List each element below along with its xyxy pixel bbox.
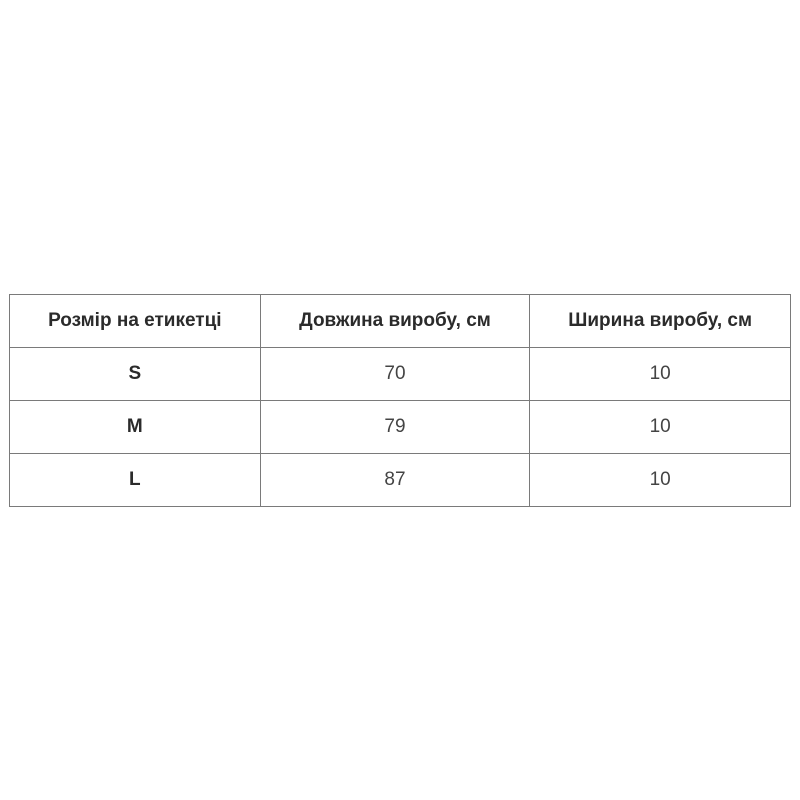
cell-size: S	[9, 347, 261, 401]
header-length: Довжина виробу, см	[259, 294, 531, 348]
size-table: Розмір на етикетці Довжина виробу, см Ши…	[9, 294, 791, 507]
cell-size: L	[9, 453, 261, 507]
table-row: L 87 10	[9, 453, 791, 507]
header-label-size: Розмір на етикетці	[9, 294, 261, 348]
header-width: Ширина виробу, см	[529, 294, 791, 348]
table-header-row: Розмір на етикетці Довжина виробу, см Ши…	[9, 294, 791, 348]
cell-width: 10	[529, 347, 791, 401]
table-row: M 79 10	[9, 400, 791, 454]
cell-size: M	[9, 400, 261, 454]
cell-width: 10	[529, 400, 791, 454]
cell-width: 10	[529, 453, 791, 507]
cell-length: 79	[259, 400, 531, 454]
table-row: S 70 10	[9, 347, 791, 401]
cell-length: 70	[259, 347, 531, 401]
cell-length: 87	[259, 453, 531, 507]
